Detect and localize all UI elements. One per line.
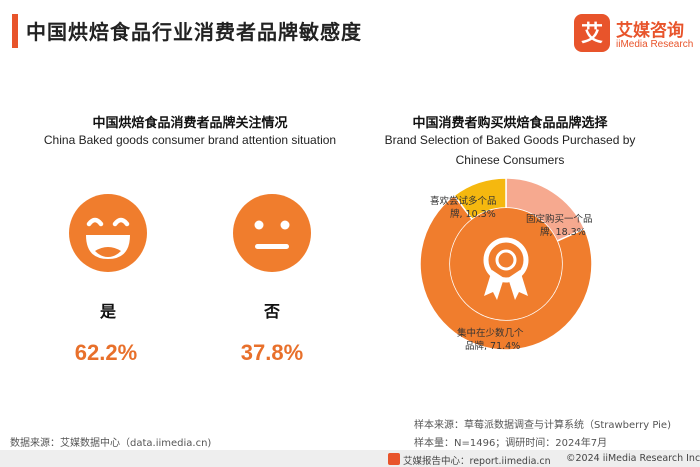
iimedia-logo: 艾 艾媒咨询 iiMedia Research	[574, 10, 694, 56]
left-panel-title: 中国烘焙食品消费者品牌关注情况	[92, 116, 288, 131]
slice-label-fixed: 固定购买一个品 牌, 18.3%	[526, 213, 606, 239]
sample-size: 样本量：N=1496；调研时间：2024年7月	[414, 438, 608, 449]
logo-subtitle: iiMedia Research	[616, 39, 694, 50]
slice-label-try: 喜欢尝试多个品 牌, 10.3%	[430, 195, 510, 221]
title-accent-bar	[12, 14, 18, 48]
yes-label: 是	[99, 302, 116, 321]
neutral-face-icon	[233, 194, 311, 272]
sample-source: 样本来源：草莓派数据调查与计算系统（Strawberry Pie)	[414, 420, 671, 431]
page-title: 中国烘焙食品行业消费者品牌敏感度	[26, 20, 362, 44]
right-panel-subtitle-line2: Chinese Consumers	[455, 153, 565, 167]
right-panel-subtitle-line1: Brand Selection of Baked Goods Purchased…	[384, 133, 636, 147]
left-panel-subtitle: China Baked goods consumer brand attenti…	[43, 133, 337, 147]
award-ribbon-icon	[483, 237, 529, 300]
bottom-bar	[0, 450, 700, 467]
slice-label-try-line1: 喜欢尝试多个品	[430, 196, 497, 207]
no-label: 否	[263, 302, 280, 321]
slice-label-few-line1: 集中在少数几个	[457, 328, 524, 339]
slice-label-few-line2: 品牌, 71.4%	[465, 341, 521, 352]
donut-center	[450, 208, 562, 320]
brand-choice-donut-chart	[419, 177, 593, 351]
logo-name: 艾媒咨询	[616, 21, 684, 41]
no-value: 37.8%	[240, 340, 304, 365]
slice-label-few: 集中在少数几个 品牌, 71.4%	[457, 327, 537, 353]
right-panel-title: 中国消费者购买烘焙食品品牌选择	[412, 116, 608, 131]
slice-label-try-line2: 牌, 10.3%	[450, 209, 496, 220]
copyright: ©2024 iiMedia Research Inc	[566, 453, 700, 464]
logo-mark-char: 艾	[581, 22, 603, 47]
slice-label-fixed-line2: 牌, 18.3%	[540, 227, 586, 238]
slice-label-fixed-line1: 固定购买一个品	[526, 214, 593, 225]
report-center-link[interactable]: 艾媒报告中心：report.iimedia.cn	[403, 456, 551, 467]
data-source: 数据来源：艾媒数据中心（data.iimedia.cn)	[10, 438, 212, 449]
donut-slices	[419, 177, 593, 351]
yes-value: 62.2%	[74, 340, 138, 365]
logo-mark-icon: 艾	[574, 14, 610, 52]
happy-face-icon	[69, 194, 147, 272]
report-center-logo-icon	[388, 453, 400, 465]
